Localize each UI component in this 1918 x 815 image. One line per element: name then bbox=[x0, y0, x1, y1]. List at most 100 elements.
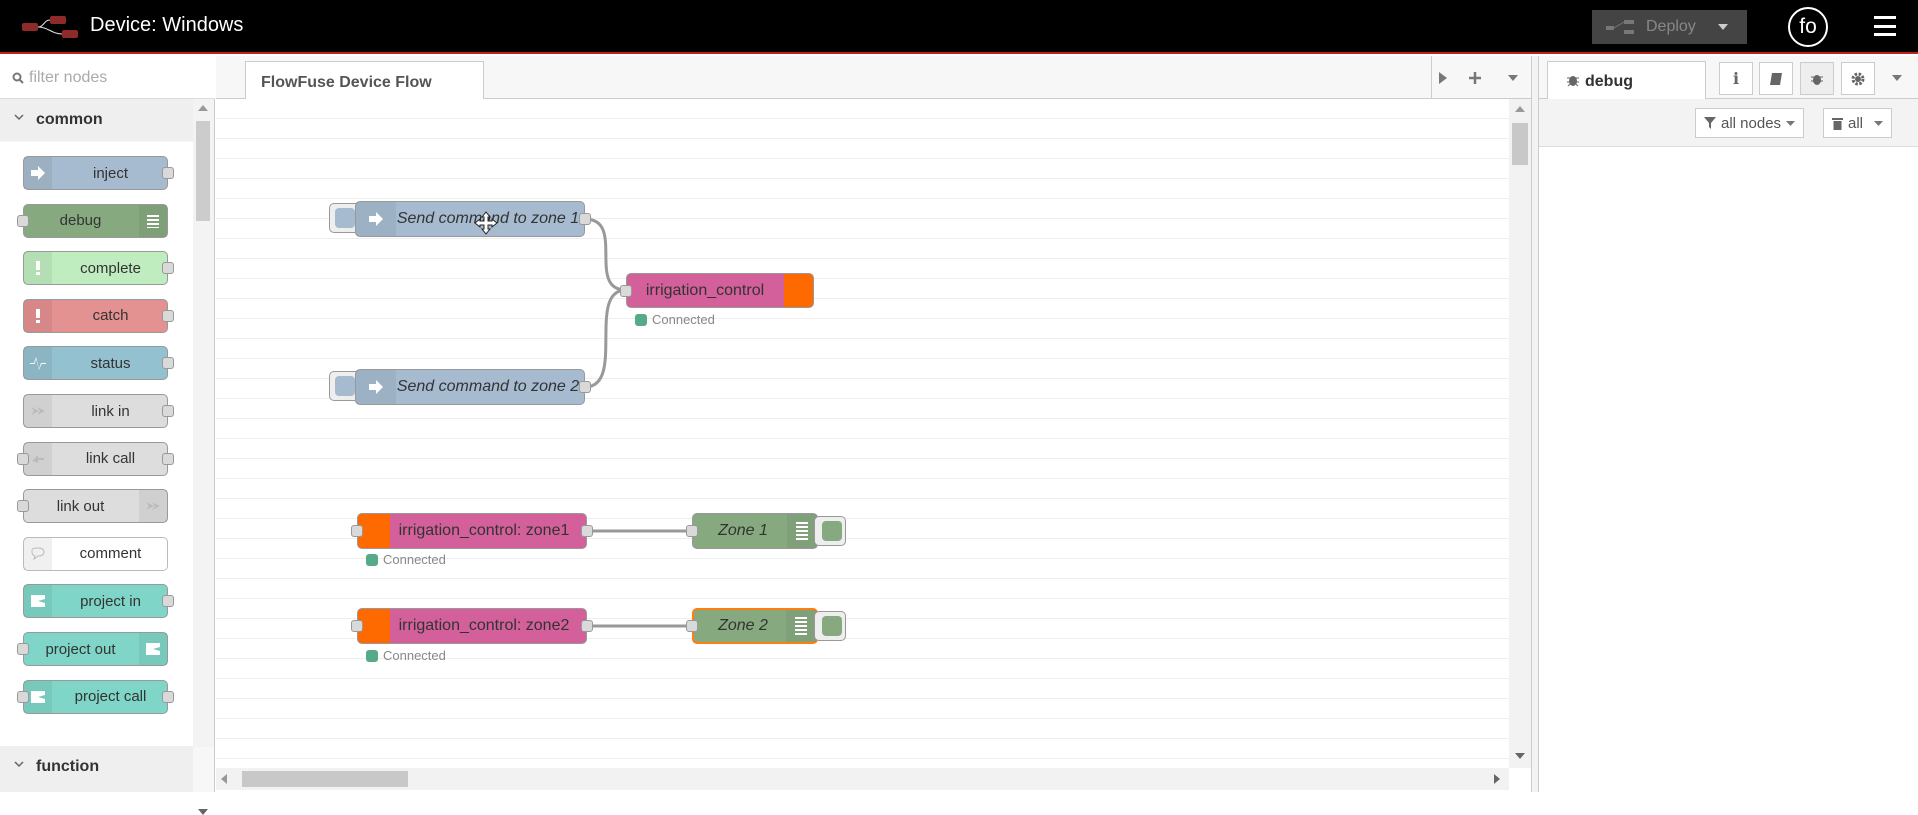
chevron-down-icon bbox=[1874, 120, 1884, 126]
canvas-horizontal-scrollbar[interactable] bbox=[216, 768, 1509, 790]
filter-all-nodes-button[interactable]: all nodes bbox=[1695, 108, 1805, 138]
palette-node-project-call[interactable]: project call bbox=[17, 679, 174, 714]
scroll-right-icon[interactable] bbox=[1494, 774, 1500, 784]
user-avatar[interactable]: fo bbox=[1788, 7, 1828, 47]
link-out-icon bbox=[139, 490, 167, 523]
header: Device: Windows Deploy fo bbox=[0, 0, 1918, 54]
output-port bbox=[162, 309, 174, 322]
input-port[interactable] bbox=[351, 620, 363, 632]
palette-node-list: inject debug complete catch status link in lin… bbox=[0, 142, 193, 746]
scroll-up-icon[interactable] bbox=[198, 105, 208, 111]
exclamation-icon bbox=[24, 299, 52, 332]
deploy-label: Deploy bbox=[1646, 18, 1696, 35]
chevron-down-icon[interactable] bbox=[1892, 75, 1902, 81]
mqtt-in-node-zone1[interactable]: irrigation_control: zone1 bbox=[351, 513, 593, 549]
tab-debug[interactable]: debug bbox=[1547, 61, 1706, 100]
palette-node-label: status bbox=[90, 354, 131, 372]
scrollbar-thumb[interactable] bbox=[1512, 123, 1528, 165]
output-port[interactable] bbox=[581, 620, 593, 632]
chevron-down-icon[interactable] bbox=[1717, 24, 1728, 30]
palette-node-link-call[interactable]: link call bbox=[17, 441, 174, 476]
status-dot-icon bbox=[366, 649, 378, 662]
palette-node-label: link out bbox=[56, 497, 105, 515]
output-port bbox=[162, 595, 174, 608]
input-port[interactable] bbox=[686, 620, 698, 632]
scroll-up-icon[interactable] bbox=[1515, 106, 1525, 112]
flow-list-chevron-icon[interactable] bbox=[1499, 64, 1527, 92]
category-function[interactable]: function bbox=[0, 746, 193, 792]
list-icon bbox=[787, 514, 817, 548]
palette-node-link-in[interactable]: link in bbox=[23, 394, 174, 428]
palette-node-label: debug bbox=[59, 212, 102, 230]
status-dot-icon bbox=[635, 313, 647, 326]
scrollbar-thumb[interactable] bbox=[242, 771, 408, 787]
output-port[interactable] bbox=[579, 381, 591, 393]
palette-node-inject[interactable]: inject bbox=[23, 156, 174, 190]
sidebar-splitter[interactable] bbox=[1531, 56, 1539, 792]
clear-all-button[interactable]: all bbox=[1823, 108, 1893, 138]
gear-icon[interactable] bbox=[1841, 62, 1875, 95]
debug-toggle-button[interactable] bbox=[814, 611, 846, 641]
scroll-tabs-right-icon[interactable] bbox=[1429, 64, 1457, 92]
add-flow-icon[interactable] bbox=[1461, 64, 1489, 92]
node-label: irrigation_control: zone2 bbox=[398, 617, 570, 634]
node-red-logo-icon bbox=[22, 16, 78, 38]
category-common[interactable]: common bbox=[0, 99, 193, 141]
palette-node-link-out[interactable]: link out bbox=[17, 489, 168, 524]
scroll-down-icon[interactable] bbox=[198, 809, 208, 815]
button-label: all nodes bbox=[1721, 114, 1782, 132]
divider bbox=[1431, 56, 1432, 99]
scroll-down-icon[interactable] bbox=[1515, 753, 1525, 759]
mqtt-out-node-irrigation-control[interactable]: irrigation_control bbox=[620, 273, 814, 308]
palette-node-label: project in bbox=[80, 592, 141, 610]
chevron-down-icon bbox=[1786, 120, 1796, 126]
palette-node-project-out[interactable]: project out bbox=[17, 632, 168, 666]
wires bbox=[584, 217, 692, 628]
filter-placeholder: filter nodes bbox=[29, 69, 108, 86]
status-text: Connected bbox=[652, 312, 715, 327]
palette-node-label: project out bbox=[45, 640, 116, 658]
deploy-icon bbox=[1606, 20, 1634, 34]
palette-node-project-in[interactable]: project in bbox=[23, 584, 174, 619]
palette-scrollbar[interactable] bbox=[193, 99, 214, 815]
input-port[interactable] bbox=[686, 525, 698, 537]
node-status: Connected bbox=[635, 312, 715, 327]
debug-toolbar: all nodes all bbox=[1539, 99, 1918, 147]
project-icon bbox=[24, 585, 52, 618]
book-icon[interactable] bbox=[1759, 62, 1793, 95]
palette-node-status[interactable]: status bbox=[23, 346, 174, 381]
deploy-button[interactable]: Deploy bbox=[1592, 10, 1747, 44]
canvas-vertical-scrollbar[interactable] bbox=[1509, 99, 1531, 768]
inject-node-zone2[interactable]: Send command to zone 2 bbox=[355, 369, 591, 405]
scroll-left-icon[interactable] bbox=[221, 774, 227, 784]
filter-nodes-input[interactable]: filter nodes bbox=[0, 56, 215, 99]
debug-node-zone2-selected[interactable]: Zone 2 bbox=[686, 608, 818, 644]
node-status: Connected bbox=[366, 552, 446, 567]
tab-flowfuse-device-flow[interactable]: FlowFuse Device Flow bbox=[245, 61, 484, 100]
output-port[interactable] bbox=[581, 525, 593, 537]
app-title: Device: Windows bbox=[90, 14, 244, 36]
tab-label: debug bbox=[1585, 73, 1633, 90]
input-port[interactable] bbox=[351, 525, 363, 537]
category-label: function bbox=[36, 758, 100, 775]
scrollbar-thumb[interactable] bbox=[196, 121, 210, 221]
mqtt-icon bbox=[358, 609, 390, 643]
palette-node-debug[interactable]: debug bbox=[17, 203, 168, 238]
flow-canvas[interactable]: Send command to zone 1 irrigation_contro… bbox=[216, 99, 1509, 768]
palette-node-comment[interactable]: comment bbox=[23, 536, 168, 571]
info-icon[interactable]: i bbox=[1719, 62, 1753, 95]
input-port bbox=[17, 690, 29, 703]
palette-node-complete[interactable]: complete bbox=[23, 251, 174, 286]
debug-node-zone1[interactable]: Zone 1 bbox=[686, 513, 818, 549]
hamburger-menu-icon[interactable] bbox=[1874, 16, 1896, 36]
bug-icon[interactable] bbox=[1800, 62, 1834, 95]
debug-toggle-button[interactable] bbox=[814, 516, 846, 546]
mqtt-in-node-zone2[interactable]: irrigation_control: zone2 bbox=[351, 608, 593, 644]
output-port[interactable] bbox=[579, 213, 591, 225]
output-port bbox=[162, 405, 174, 417]
chevron-down-icon bbox=[14, 761, 24, 768]
palette-node-catch[interactable]: catch bbox=[23, 298, 174, 333]
input-port[interactable] bbox=[620, 284, 632, 297]
palette-node-label: link in bbox=[91, 402, 130, 420]
inject-node-zone1[interactable]: Send command to zone 1 bbox=[355, 201, 591, 237]
